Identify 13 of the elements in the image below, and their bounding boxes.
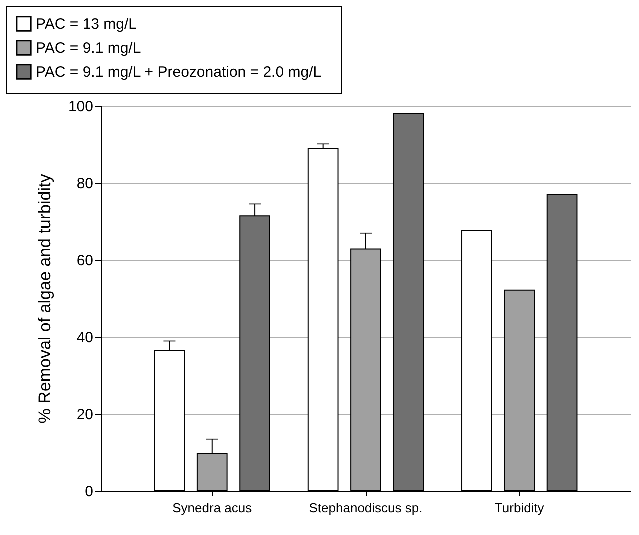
y-tick-label: 80 xyxy=(76,176,94,192)
y-tick-label: 60 xyxy=(76,252,94,270)
legend-label: PAC = 9.1 mg/L + Preozonation = 2.0 mg/L xyxy=(36,64,322,81)
x-tick-label: Stephanodiscus sp. xyxy=(309,500,423,516)
x-tick-label: Synedra acus xyxy=(172,500,253,516)
y-tick-label: 0 xyxy=(85,484,94,500)
x-tick-label: Turbidity xyxy=(494,500,545,516)
y-tick-label: 20 xyxy=(76,406,94,424)
legend-label: PAC = 13 mg/L xyxy=(36,16,138,33)
y-tick-label: 100 xyxy=(68,98,94,116)
legend-label: PAC = 9.1 mg/L xyxy=(36,40,142,57)
y-tick-label: 40 xyxy=(76,330,94,346)
y-axis-title: % Removal of algae and turbidity xyxy=(35,174,54,424)
